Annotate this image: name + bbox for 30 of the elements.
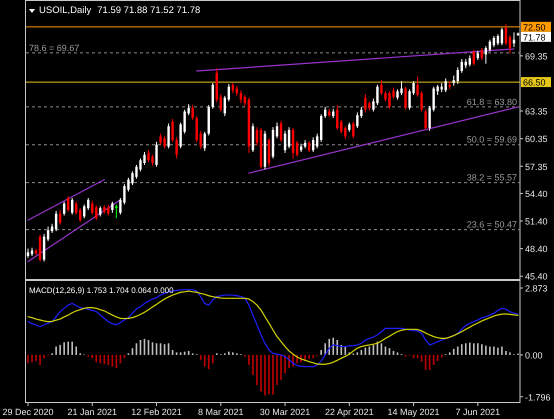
ref-line-label: 50.0 = 59.69 bbox=[466, 134, 517, 145]
y-tick-label: 51.40 bbox=[525, 216, 548, 227]
chart-title: USOIL,Daily bbox=[39, 5, 92, 16]
y-tick-label: 48.40 bbox=[525, 244, 548, 254]
x-tick-label: 14 May 2021 bbox=[388, 407, 440, 417]
y-tick-label: 0.00 bbox=[525, 350, 543, 360]
y-tick-label: 69.35 bbox=[525, 51, 548, 62]
y-tick-label: 54.40 bbox=[525, 188, 548, 199]
ref-line-label: 61.8 = 63.80 bbox=[466, 96, 517, 107]
ref-line-label: 38.2 = 55.57 bbox=[466, 172, 517, 183]
y-tick-label: 63.35 bbox=[525, 106, 548, 117]
text: 71.78 bbox=[523, 32, 546, 42]
x-tick-label: 30 Mar 2021 bbox=[260, 407, 310, 417]
chart-subtitle: 71.59 71.88 71.52 71.78 bbox=[97, 5, 200, 16]
x-tick-label: 7 Jun 2021 bbox=[456, 407, 500, 417]
ref-line-label: 78.6 = 69.67 bbox=[29, 42, 80, 53]
text: MACD(12,26,9) 1.753 1.704 0.064 0.000 bbox=[29, 286, 174, 295]
x-tick-label: 12 Feb 2021 bbox=[131, 407, 182, 417]
ref-line-label: 72.50 bbox=[523, 22, 546, 32]
ref-line-label: 23.6 = 50.47 bbox=[466, 220, 517, 230]
y-tick-label: 2.873 bbox=[525, 283, 548, 294]
y-tick-label: 60.35 bbox=[525, 134, 548, 144]
ref-line-label: 66.50 bbox=[523, 78, 546, 88]
x-tick-label: 29 Dec 2020 bbox=[2, 407, 54, 417]
y-tick-label: -1.796 bbox=[525, 392, 551, 402]
x-tick-label: 22 Apr 2021 bbox=[325, 407, 374, 417]
x-tick-label: 21 Jan 2021 bbox=[67, 407, 118, 417]
y-tick-label: 57.35 bbox=[525, 162, 548, 172]
x-tick-label: 8 Mar 2021 bbox=[198, 407, 244, 417]
y-tick-label: 45.40 bbox=[525, 272, 548, 282]
